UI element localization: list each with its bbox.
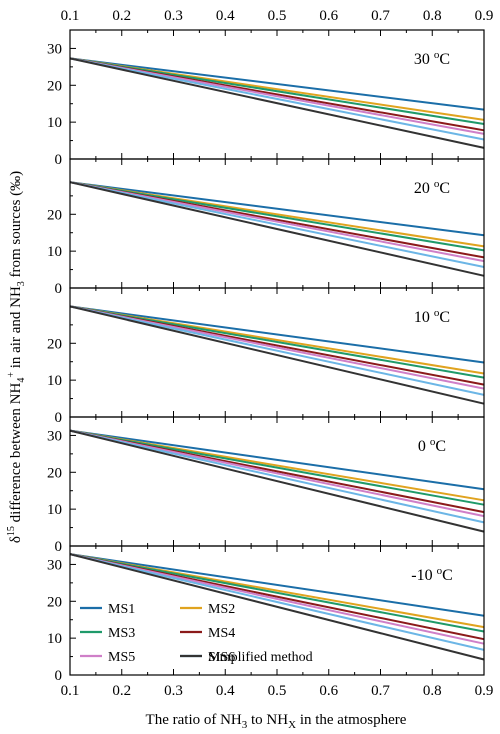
panel-temperature-label: 20 oC	[414, 178, 450, 197]
x-tick-label-top: 0.6	[319, 8, 338, 24]
series-line	[69, 553, 485, 651]
y-tick-label: 0	[55, 539, 63, 555]
y-tick-label: 10	[47, 373, 62, 389]
legend-item: MS4	[180, 626, 235, 641]
series-line	[69, 553, 485, 661]
y-tick-label: 10	[47, 115, 62, 131]
series-line	[69, 553, 485, 617]
series-line	[69, 429, 485, 518]
legend-item: Simplified method	[180, 650, 313, 665]
series-line	[69, 429, 485, 533]
series-line	[69, 181, 485, 277]
panel-1: 0 10 20 20 oC	[47, 158, 485, 297]
x-tick-label-bottom: 0.3	[164, 683, 183, 699]
y-tick-label: 0	[55, 668, 63, 684]
panel-temperature-label: 30 oC	[414, 49, 450, 68]
y-tick-label: 30	[47, 428, 62, 444]
series-line	[69, 553, 485, 633]
x-tick-label-bottom: 0.6	[319, 683, 338, 699]
panel-temperature-label: 10 oC	[414, 307, 450, 326]
panel-frame	[69, 158, 485, 289]
y-tick-label: 20	[47, 336, 62, 352]
x-tick-label-bottom: 0.1	[61, 683, 80, 699]
series-line	[69, 305, 485, 390]
legend-label: MS3	[108, 626, 135, 641]
series-line	[69, 57, 485, 141]
panel-3: 0 10 20 30 0 oC	[47, 416, 485, 555]
series-line	[69, 305, 485, 405]
panel-2: 0 10 20 10 oC	[47, 287, 485, 426]
legend-label: Simplified method	[208, 650, 313, 665]
y-tick-label: 10	[47, 631, 62, 647]
x-tick-label-bottom: 0.2	[112, 683, 131, 699]
y-tick-label: 20	[47, 207, 62, 223]
x-tick-label-top: 0.3	[164, 8, 183, 24]
x-tick-label-bottom: 0.9	[475, 683, 494, 699]
y-axis-title: δ15 difference between NH4+ in air and N…	[6, 171, 27, 543]
series-line	[69, 553, 485, 645]
y-tick-label: 30	[47, 41, 62, 57]
x-tick-label-top: 0.9	[475, 8, 494, 24]
series-line	[69, 181, 485, 252]
x-axis-title: The ratio of NH3 to NHX in the atmospher…	[146, 712, 407, 731]
x-tick-label-bottom: 0.7	[371, 683, 390, 699]
series-line	[69, 181, 485, 237]
y-tick-label: 20	[47, 78, 62, 94]
legend-label: MS5	[108, 650, 135, 665]
x-tick-label-top: 0.8	[423, 8, 442, 24]
series-line	[69, 429, 485, 491]
legend-item: MS5	[80, 650, 135, 665]
panel-frame	[69, 287, 485, 418]
series-line	[69, 57, 485, 149]
y-tick-label: 10	[47, 244, 62, 260]
series-line	[69, 305, 485, 396]
x-tick-label-top: 0.2	[112, 8, 131, 24]
series-line	[69, 57, 485, 125]
legend-label: MS4	[208, 626, 235, 641]
series-line	[69, 57, 485, 111]
legend-label: MS6	[208, 650, 235, 665]
x-tick-label-bottom: 0.8	[423, 683, 442, 699]
x-tick-label-top: 0.7	[371, 8, 390, 24]
series-line	[69, 429, 485, 524]
series-line	[69, 429, 485, 506]
panel-0: 0 10 20 30 30 oC	[47, 29, 485, 168]
x-tick-label-top: 0.1	[61, 8, 80, 24]
legend-item: MS2	[180, 602, 235, 617]
legend-item: MS3	[80, 626, 135, 641]
panel-temperature-label: 0 oC	[418, 436, 446, 455]
panel-4: 0 10 20 30 -10 oC	[47, 545, 485, 684]
x-tick-label-bottom: 0.4	[216, 683, 235, 699]
legend-item: MS1	[80, 602, 135, 617]
y-tick-label: 0	[55, 281, 63, 297]
y-tick-label: 30	[47, 557, 62, 573]
y-tick-label: 20	[47, 594, 62, 610]
series-line	[69, 305, 485, 379]
y-tick-label: 0	[55, 152, 63, 168]
series-line	[69, 305, 485, 364]
legend-label: MS2	[208, 602, 235, 617]
y-tick-label: 20	[47, 465, 62, 481]
y-tick-label: 10	[47, 502, 62, 518]
x-tick-label-bottom: 0.5	[268, 683, 287, 699]
y-tick-label: 0	[55, 410, 63, 426]
x-tick-label-top: 0.4	[216, 8, 235, 24]
legend-label: MS1	[108, 602, 135, 617]
panel-temperature-label: -10 oC	[411, 565, 453, 584]
x-tick-label-top: 0.5	[268, 8, 287, 24]
series-line	[69, 181, 485, 268]
